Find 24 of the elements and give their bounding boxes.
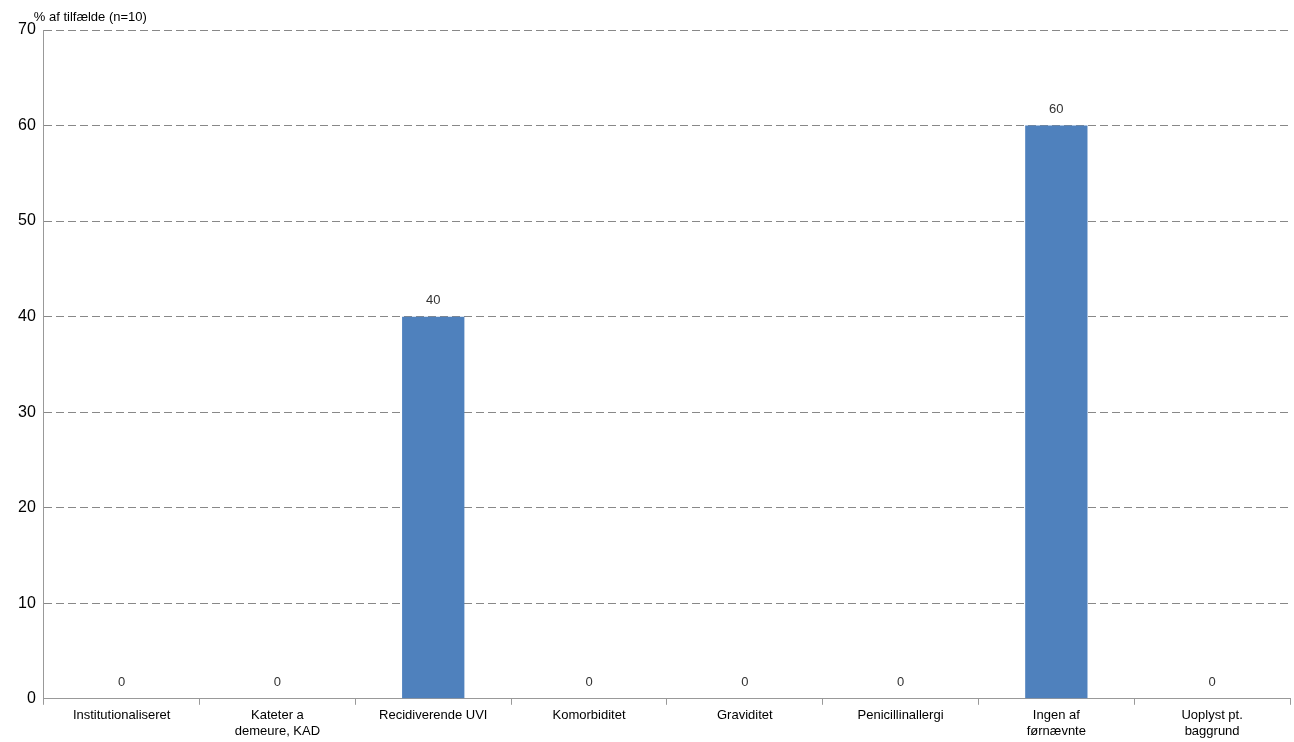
x-tick-label: Uoplyst pt. baggrund bbox=[1181, 707, 1243, 738]
x-tick-label: Ingen af førnævnte bbox=[1026, 707, 1086, 738]
y-tick-label: 40 bbox=[18, 307, 36, 325]
data-label: 0 bbox=[585, 673, 593, 689]
x-tick-label: Kateter a demeure, KAD bbox=[234, 707, 321, 738]
y-tick-label: 20 bbox=[18, 498, 36, 516]
x-tick-label: Recidiverende UVI bbox=[379, 707, 488, 723]
x-tick-label: Graviditet bbox=[716, 707, 773, 723]
x-tick-label: Institutionaliseret bbox=[72, 707, 171, 723]
x-tick-label: Komorbiditet bbox=[552, 707, 626, 723]
x-tick-label: Penicillinallergi bbox=[857, 707, 944, 723]
y-tick-label: 70 bbox=[18, 20, 36, 38]
data-label: 0 bbox=[741, 673, 749, 689]
data-label: 60 bbox=[1049, 100, 1064, 116]
data-label: 0 bbox=[273, 673, 282, 689]
data-label: 40 bbox=[426, 291, 441, 307]
y-tick-label: 30 bbox=[18, 402, 36, 420]
y-tick-label: 10 bbox=[18, 593, 36, 611]
y-tick-label: 0 bbox=[26, 689, 36, 707]
y-tick-label: 50 bbox=[18, 211, 36, 229]
data-label: 0 bbox=[896, 673, 905, 689]
data-label: 0 bbox=[118, 673, 126, 689]
data-label: 0 bbox=[1208, 673, 1216, 689]
y-tick-label: 60 bbox=[18, 115, 36, 133]
